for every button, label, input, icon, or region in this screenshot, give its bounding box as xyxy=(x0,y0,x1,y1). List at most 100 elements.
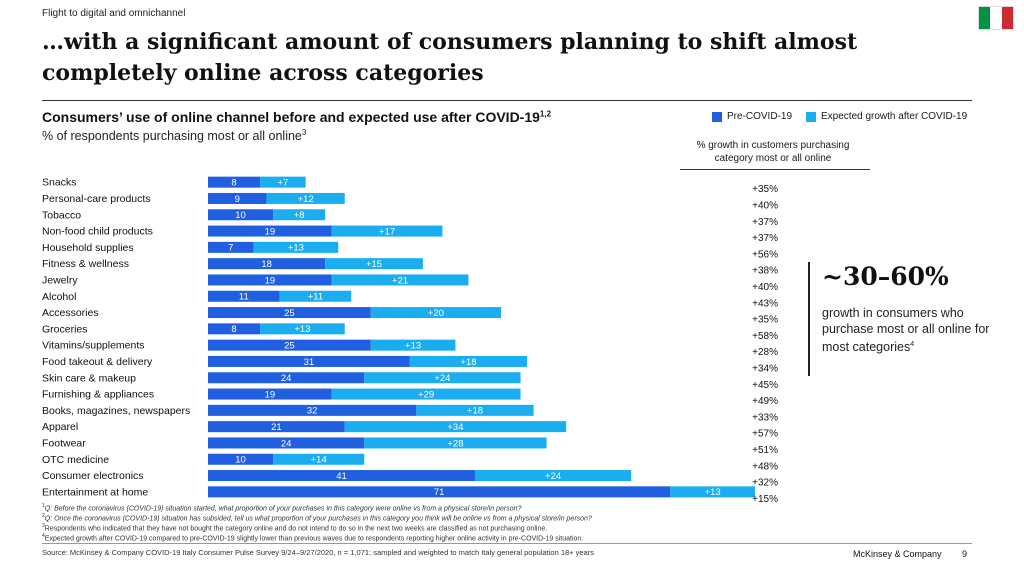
chart-subtitle: % of respondents purchasing most or all … xyxy=(42,128,306,143)
bar-value-label: +24 xyxy=(545,471,561,482)
bar-value-label: +18 xyxy=(467,406,483,417)
category-label: Groceries xyxy=(42,323,88,335)
bar-value-label: +28 xyxy=(447,438,463,449)
bar-value-label: +14 xyxy=(311,455,327,466)
flag-stripe-green xyxy=(979,7,991,29)
flag-stripe-red xyxy=(1001,7,1013,29)
footnote-number: 3 xyxy=(42,523,45,529)
bar-pre-covid xyxy=(208,470,475,482)
growth-percent-label: +35% xyxy=(752,184,778,195)
growth-percent-label: +15% xyxy=(752,494,778,505)
footnote-4: 4Expected growth after COVID-19 compared… xyxy=(42,533,583,542)
bar-expected-growth xyxy=(409,355,528,367)
category-label: Food takeout & delivery xyxy=(42,356,153,368)
bar-expected-growth xyxy=(416,404,534,416)
footnote-number: 1 xyxy=(42,503,45,509)
bar-value-label: 21 xyxy=(271,422,282,433)
bar-value-label: +17 xyxy=(379,226,395,237)
bar-value-label: +18 xyxy=(460,357,476,368)
bar-pre-covid xyxy=(208,192,267,204)
bar-expected-growth xyxy=(331,388,521,400)
chart-title: Consumers’ use of online channel before … xyxy=(42,109,551,125)
bar-value-label: +21 xyxy=(392,275,408,286)
bar-value-label: 31 xyxy=(304,357,315,368)
footnote-2: 2Q: Once the coronavirus (COVID-19) situ… xyxy=(42,513,592,522)
bar-value-label: +24 xyxy=(434,373,450,384)
bar-expected-growth xyxy=(344,421,567,433)
category-label: Fitness & wellness xyxy=(42,258,129,270)
bar-value-label: +12 xyxy=(298,194,314,205)
bar-pre-covid xyxy=(208,486,671,498)
flag-stripe-white xyxy=(990,7,1002,29)
bar-expected-growth xyxy=(260,176,306,188)
growth-header-divider xyxy=(680,169,870,170)
bar-value-label: 11 xyxy=(239,292,249,303)
category-label: Vitamins/supplements xyxy=(42,340,145,352)
bar-value-label: 9 xyxy=(235,194,240,205)
bar-expected-growth xyxy=(370,339,456,351)
footnote-number: 2 xyxy=(42,513,45,519)
bar-value-label: +11 xyxy=(308,292,323,303)
bar-value-label: +20 xyxy=(428,308,444,319)
bar-pre-covid xyxy=(208,274,332,286)
category-label: Non-food child products xyxy=(42,226,153,238)
legend-item-post: Expected growth after COVID-19 xyxy=(806,111,967,122)
bar-value-label: 10 xyxy=(235,455,246,466)
growth-percent-label: +48% xyxy=(752,461,778,472)
bar-value-label: 24 xyxy=(281,373,292,384)
bar-pre-covid xyxy=(208,421,345,433)
bar-pre-covid xyxy=(208,404,417,416)
bar-value-label: 24 xyxy=(281,438,292,449)
bar-value-label: 8 xyxy=(231,324,236,335)
growth-percent-label: +35% xyxy=(752,315,778,326)
category-label: Consumer electronics xyxy=(42,470,144,482)
legend-label-post: Expected growth after COVID-19 xyxy=(821,111,968,122)
category-label: Tobacco xyxy=(42,209,81,221)
company-name: McKinsey & Company xyxy=(853,549,942,559)
page-title: …with a significant amount of consumers … xyxy=(42,29,858,86)
callout-footnote-ref: 4 xyxy=(910,341,915,348)
category-label: Alcohol xyxy=(42,291,76,303)
bar-value-label: +13 xyxy=(294,324,310,335)
bar-pre-covid xyxy=(208,339,371,351)
footnote-number: 4 xyxy=(42,533,45,539)
footnote-text: Q: Before the coronavirus (COVID-19) sit… xyxy=(44,505,522,513)
legend-swatch-post xyxy=(806,111,816,122)
bar-pre-covid xyxy=(208,437,365,449)
bar-pre-covid xyxy=(208,307,371,319)
bar-pre-covid xyxy=(208,258,326,270)
growth-percent-label: +32% xyxy=(752,478,778,489)
growth-percent-label: +28% xyxy=(752,347,778,358)
callout-headline: ~30–60% xyxy=(822,262,949,291)
page-number: 9 xyxy=(962,549,968,559)
bar-value-label: +15 xyxy=(366,259,382,270)
bar-expected-growth xyxy=(670,486,755,498)
bar-pre-covid xyxy=(208,209,274,221)
bar-expected-growth xyxy=(266,192,345,204)
growth-percent-label: +45% xyxy=(752,380,778,391)
bar-value-label: 41 xyxy=(336,471,347,482)
bar-expected-growth xyxy=(273,453,365,465)
bar-expected-growth xyxy=(474,470,632,482)
category-label: Books, magazines, newspapers xyxy=(42,405,190,417)
bar-expected-growth xyxy=(331,225,443,237)
growth-percent-label: +43% xyxy=(752,298,778,309)
category-label: Apparel xyxy=(42,421,78,433)
growth-column-header: % growth in customers purchasing categor… xyxy=(696,140,850,164)
bar-expected-growth xyxy=(370,307,502,319)
bar-pre-covid xyxy=(208,176,261,188)
bar-value-label: 7 xyxy=(228,243,233,254)
bar-pre-covid xyxy=(208,355,410,367)
growth-percent-label: +38% xyxy=(752,266,778,277)
bar-value-label: 18 xyxy=(261,259,272,270)
footnote-text: Q: Once the coronavirus (COVID-19) situa… xyxy=(44,515,592,523)
bar-value-label: 8 xyxy=(231,177,236,188)
chart-subtitle-footnote-ref: 3 xyxy=(301,128,307,137)
category-label: Personal-care products xyxy=(42,193,151,205)
bar-pre-covid xyxy=(208,372,365,384)
callout-bracket xyxy=(808,262,810,376)
bar-expected-growth xyxy=(260,323,345,335)
bar-value-label: 71 xyxy=(434,487,445,498)
category-label: Household supplies xyxy=(42,242,134,254)
